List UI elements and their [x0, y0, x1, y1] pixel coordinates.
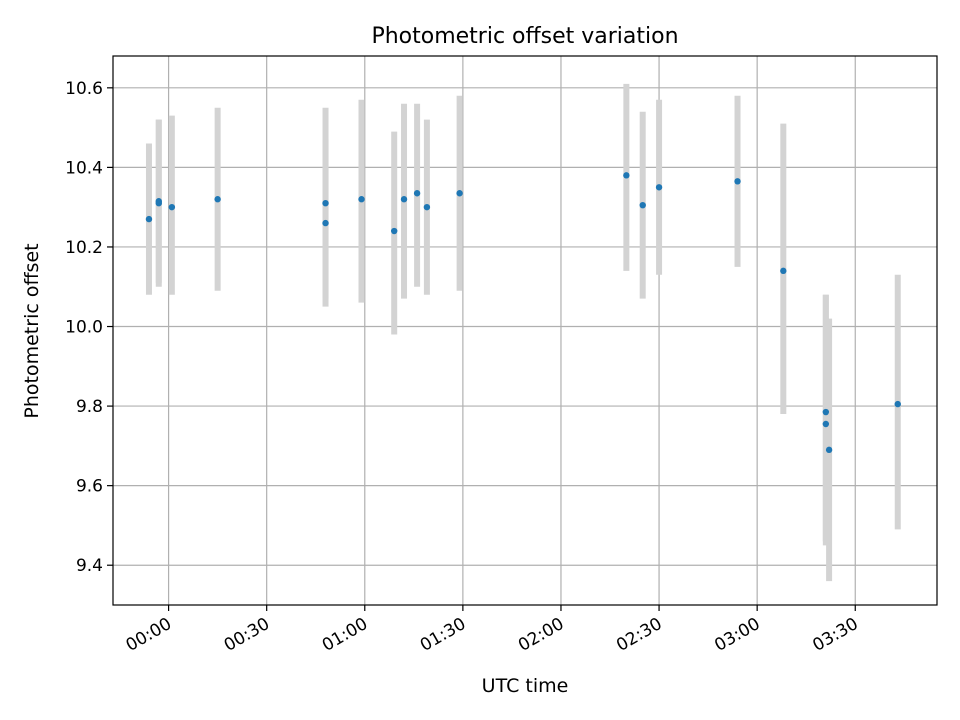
data-point [456, 190, 463, 197]
y-tick-label: 10.6 [65, 79, 103, 99]
data-point [423, 203, 431, 211]
data-point [639, 201, 646, 209]
data-point [822, 420, 830, 428]
data-point [155, 198, 162, 205]
data-point [322, 199, 329, 207]
data-point [400, 196, 408, 203]
data-point [322, 219, 329, 227]
data-point [780, 267, 787, 275]
data-point [358, 196, 365, 203]
y-tick-label: 10.0 [65, 318, 103, 338]
data-point [413, 190, 421, 197]
y-tick-label: 9.4 [76, 556, 103, 576]
data-point [391, 227, 398, 235]
data-point [623, 172, 630, 179]
x-axis-label: UTC time [482, 675, 569, 697]
data-point [145, 215, 153, 223]
y-axis-label: Photometric offset [21, 243, 43, 418]
y-tick-label: 9.6 [76, 477, 103, 497]
data-points [145, 172, 901, 454]
data-point [168, 203, 176, 211]
data-point [894, 400, 901, 408]
y-tick-label: 9.8 [76, 397, 103, 417]
data-point [734, 178, 741, 185]
data-point [214, 196, 221, 203]
y-tick-label: 10.2 [65, 238, 103, 258]
data-point [825, 446, 833, 454]
chart-title: Photometric offset variation [371, 24, 678, 49]
data-point [655, 184, 663, 191]
plot-frame [112, 55, 938, 606]
data-point [822, 408, 830, 416]
y-tick-label: 10.4 [65, 158, 103, 178]
